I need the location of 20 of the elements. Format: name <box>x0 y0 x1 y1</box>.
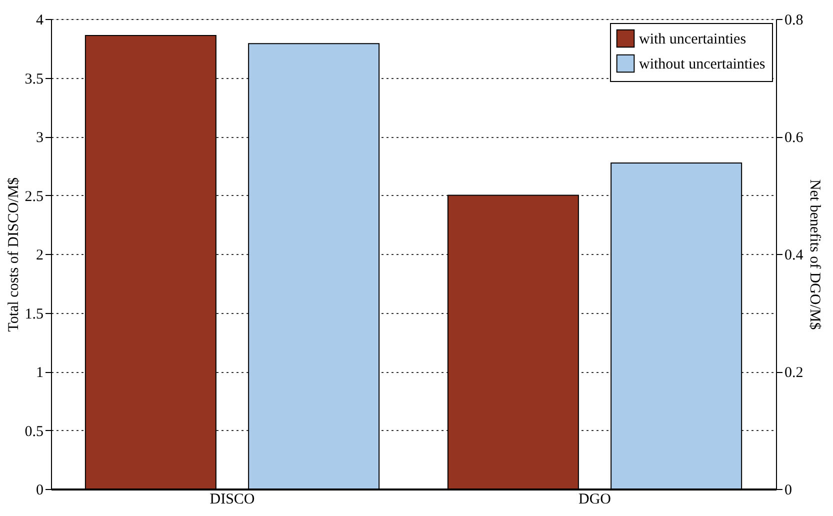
y2-tick-label: 0.2 <box>784 365 804 381</box>
y-tick-label: 0 <box>36 482 44 498</box>
y-tick-label: 1 <box>36 365 44 381</box>
legend-label: without uncertainties <box>639 56 766 72</box>
y2-tick-label: 0.6 <box>784 130 804 146</box>
y2-tick-label: 0.4 <box>784 248 804 264</box>
y-tick-label: 1.5 <box>24 306 44 322</box>
y-tick-label: 3 <box>36 130 44 146</box>
y-axis-title: Total costs of DISCO/M$ <box>6 176 22 332</box>
y-tick-label: 4 <box>36 12 44 28</box>
x-tick-label: DISCO <box>210 492 255 508</box>
legend-label: with uncertainties <box>639 32 746 48</box>
y-tick-label: 2 <box>36 248 44 264</box>
x-tick-label: DGO <box>578 492 612 508</box>
y-tick-label: 3.5 <box>24 71 44 88</box>
y-tick-label: 0.5 <box>24 424 44 440</box>
y2-tick-label: 0.8 <box>784 12 804 28</box>
y2-tick-label: 0 <box>784 482 792 498</box>
y-tick-label: 2.5 <box>24 188 44 205</box>
y2-axis-title: Net benefits of DGO/M$ <box>806 179 822 330</box>
